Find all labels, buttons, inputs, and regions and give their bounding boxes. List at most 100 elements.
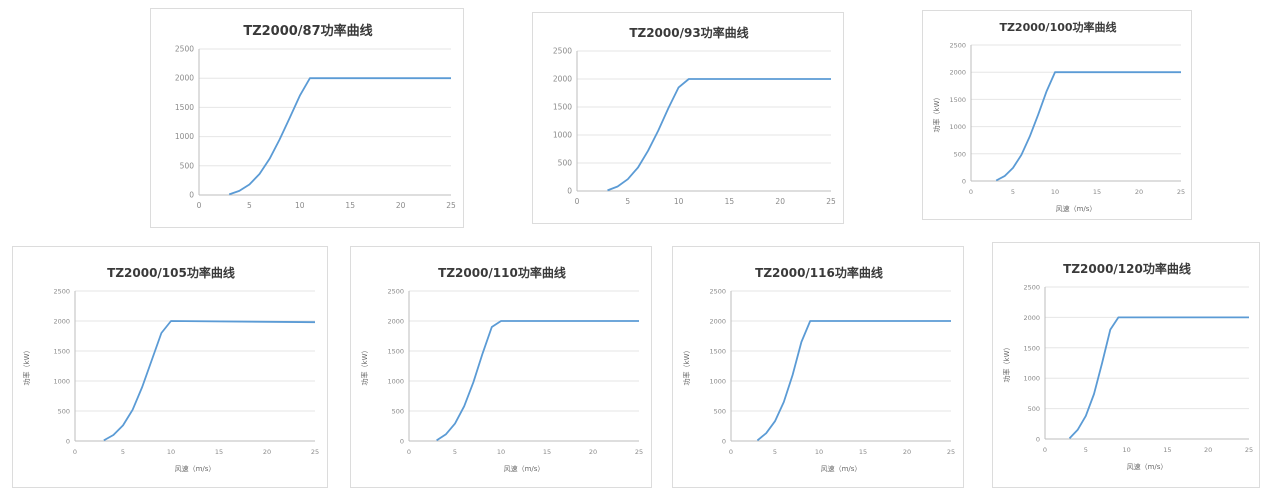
- x-tick-label: 10: [497, 448, 505, 456]
- y-tick-label: 1500: [53, 348, 70, 356]
- x-tick-label: 5: [247, 201, 252, 210]
- y-tick-label: 500: [392, 408, 404, 416]
- y-tick-label: 2500: [949, 42, 966, 50]
- x-tick-label: 0: [729, 448, 733, 456]
- y-tick-label: 500: [1028, 405, 1040, 413]
- chart-title: TZ2000/100功率曲线: [999, 20, 1116, 34]
- x-tick-label: 25: [1177, 188, 1185, 196]
- x-tick-label: 25: [1245, 446, 1253, 454]
- x-tick-label: 15: [345, 201, 355, 210]
- x-axis-label: 风速（m/s）: [504, 465, 545, 473]
- x-tick-label: 15: [725, 197, 735, 206]
- x-tick-label: 10: [674, 197, 684, 206]
- chart-panel-tz2000-105: TZ2000/105功率曲线 0 500 1000 1500 2000 2500 0 5 10 15…: [12, 246, 328, 488]
- x-tick-label: 10: [1122, 446, 1130, 454]
- y-tick-label: 2500: [553, 47, 572, 56]
- power-curve-line: [756, 320, 951, 442]
- x-tick-label: 25: [635, 448, 643, 456]
- power-curve-line: [607, 78, 831, 192]
- chart-svg-116: TZ2000/116功率曲线 0 500 1000 1500 2000 2500 0 5 10 15…: [682, 265, 955, 473]
- y-tick-label: 500: [714, 408, 726, 416]
- x-tick-label: 5: [121, 448, 125, 456]
- x-tick-label: 5: [1084, 446, 1088, 454]
- power-curve-line: [436, 320, 639, 442]
- y-tick-label: 0: [567, 187, 572, 196]
- y-tick-label: 1000: [553, 131, 572, 140]
- chart-svg-110: TZ2000/110功率曲线 0 500 1000 1500 2000 2500 0 5 10 15…: [360, 265, 643, 473]
- chart-panel-tz2000-120: TZ2000/120功率曲线 0 500 1000 1500 2000 2500 0 5 10 15…: [992, 242, 1260, 488]
- y-axis-label: 功率（kW）: [1002, 344, 1011, 383]
- x-tick-label: 15: [859, 448, 867, 456]
- power-curve-line: [103, 320, 316, 442]
- y-tick-label: 2000: [949, 69, 966, 77]
- power-curve-line: [1068, 316, 1249, 440]
- chart-svg-100: TZ2000/100功率曲线 0 500 1000 1500 2000 2500 0 5 10 15…: [932, 20, 1185, 213]
- y-tick-label: 1500: [1023, 344, 1040, 352]
- chart-svg-105: TZ2000/105功率曲线 0 500 1000 1500 2000 2500 0 5 10 15…: [22, 265, 319, 473]
- chart-svg-120: TZ2000/120功率曲线 0 500 1000 1500 2000 2500 0 5 10 15…: [1002, 261, 1253, 471]
- x-tick-label: 20: [1135, 188, 1143, 196]
- y-tick-label: 500: [180, 161, 195, 170]
- x-tick-label: 5: [773, 448, 777, 456]
- y-axis-label: 功率（kW）: [932, 94, 941, 133]
- y-tick-label: 2000: [553, 75, 572, 84]
- x-tick-label: 15: [543, 448, 551, 456]
- y-tick-label: 2500: [709, 288, 726, 296]
- x-tick-label: 20: [263, 448, 271, 456]
- chart-title: TZ2000/93功率曲线: [629, 25, 748, 40]
- y-tick-label: 2000: [387, 318, 404, 326]
- x-axis-label: 风速（m/s）: [175, 465, 216, 473]
- x-tick-label: 20: [1204, 446, 1212, 454]
- y-tick-label: 500: [58, 408, 70, 416]
- y-tick-label: 1000: [949, 123, 966, 131]
- chart-svg-93: TZ2000/93功率曲线 0 500 1000 1500 2000 2500 0 5 10 15 2…: [553, 25, 836, 206]
- y-tick-label: 500: [954, 150, 966, 158]
- y-tick-label: 2500: [53, 288, 70, 296]
- y-axis-label: 功率（kW）: [682, 347, 691, 386]
- y-tick-label: 2500: [387, 288, 404, 296]
- x-tick-label: 5: [1011, 188, 1015, 196]
- x-tick-label: 25: [311, 448, 319, 456]
- x-tick-label: 10: [815, 448, 823, 456]
- y-tick-label: 2000: [709, 318, 726, 326]
- chart-title: TZ2000/87功率曲线: [243, 23, 372, 39]
- y-tick-label: 1500: [949, 96, 966, 104]
- chart-title: TZ2000/116功率曲线: [755, 265, 883, 280]
- y-tick-label: 2000: [53, 318, 70, 326]
- chart-panel-tz2000-100: TZ2000/100功率曲线 0 500 1000 1500 2000 2500 0 5 10 15…: [922, 10, 1192, 220]
- x-tick-label: 5: [625, 197, 630, 206]
- y-tick-label: 1500: [387, 348, 404, 356]
- y-tick-label: 1000: [387, 378, 404, 386]
- power-curve-line: [995, 71, 1181, 182]
- x-tick-label: 10: [1051, 188, 1059, 196]
- y-tick-label: 1500: [553, 103, 572, 112]
- x-axis-label: 风速（m/s）: [1056, 205, 1097, 213]
- x-tick-label: 10: [167, 448, 175, 456]
- x-tick-label: 15: [1163, 446, 1171, 454]
- chart-title: TZ2000/105功率曲线: [107, 265, 235, 280]
- power-curve-line: [228, 77, 451, 196]
- chart-svg-87: TZ2000/87功率曲线 0 500 1000 1500 2000 2500 0 5 10 15 2…: [175, 23, 456, 210]
- x-tick-label: 20: [775, 197, 785, 206]
- y-tick-label: 2500: [175, 45, 194, 54]
- y-axis-label: 功率（kW）: [22, 347, 31, 386]
- chart-panel-tz2000-87: TZ2000/87功率曲线 0 500 1000 1500 2000 2500 0 5 10 15 2…: [150, 8, 464, 228]
- x-tick-label: 10: [295, 201, 305, 210]
- x-tick-label: 15: [215, 448, 223, 456]
- y-tick-label: 2000: [175, 74, 194, 83]
- y-tick-label: 0: [722, 438, 726, 446]
- y-tick-label: 0: [189, 191, 194, 200]
- y-axis-label: 功率（kW）: [360, 347, 369, 386]
- x-tick-label: 0: [407, 448, 411, 456]
- x-tick-label: 0: [1043, 446, 1047, 454]
- y-tick-label: 1500: [709, 348, 726, 356]
- x-axis-label: 风速（m/s）: [1127, 463, 1168, 471]
- chart-panel-tz2000-116: TZ2000/116功率曲线 0 500 1000 1500 2000 2500 0 5 10 15…: [672, 246, 964, 488]
- chart-panel-tz2000-110: TZ2000/110功率曲线 0 500 1000 1500 2000 2500 0 5 10 15…: [350, 246, 652, 488]
- y-tick-label: 0: [66, 438, 70, 446]
- chart-panel-tz2000-93: TZ2000/93功率曲线 0 500 1000 1500 2000 2500 0 5 10 15 2…: [532, 12, 844, 224]
- x-tick-label: 0: [73, 448, 77, 456]
- x-tick-label: 20: [589, 448, 597, 456]
- x-tick-label: 20: [903, 448, 911, 456]
- x-tick-label: 25: [947, 448, 955, 456]
